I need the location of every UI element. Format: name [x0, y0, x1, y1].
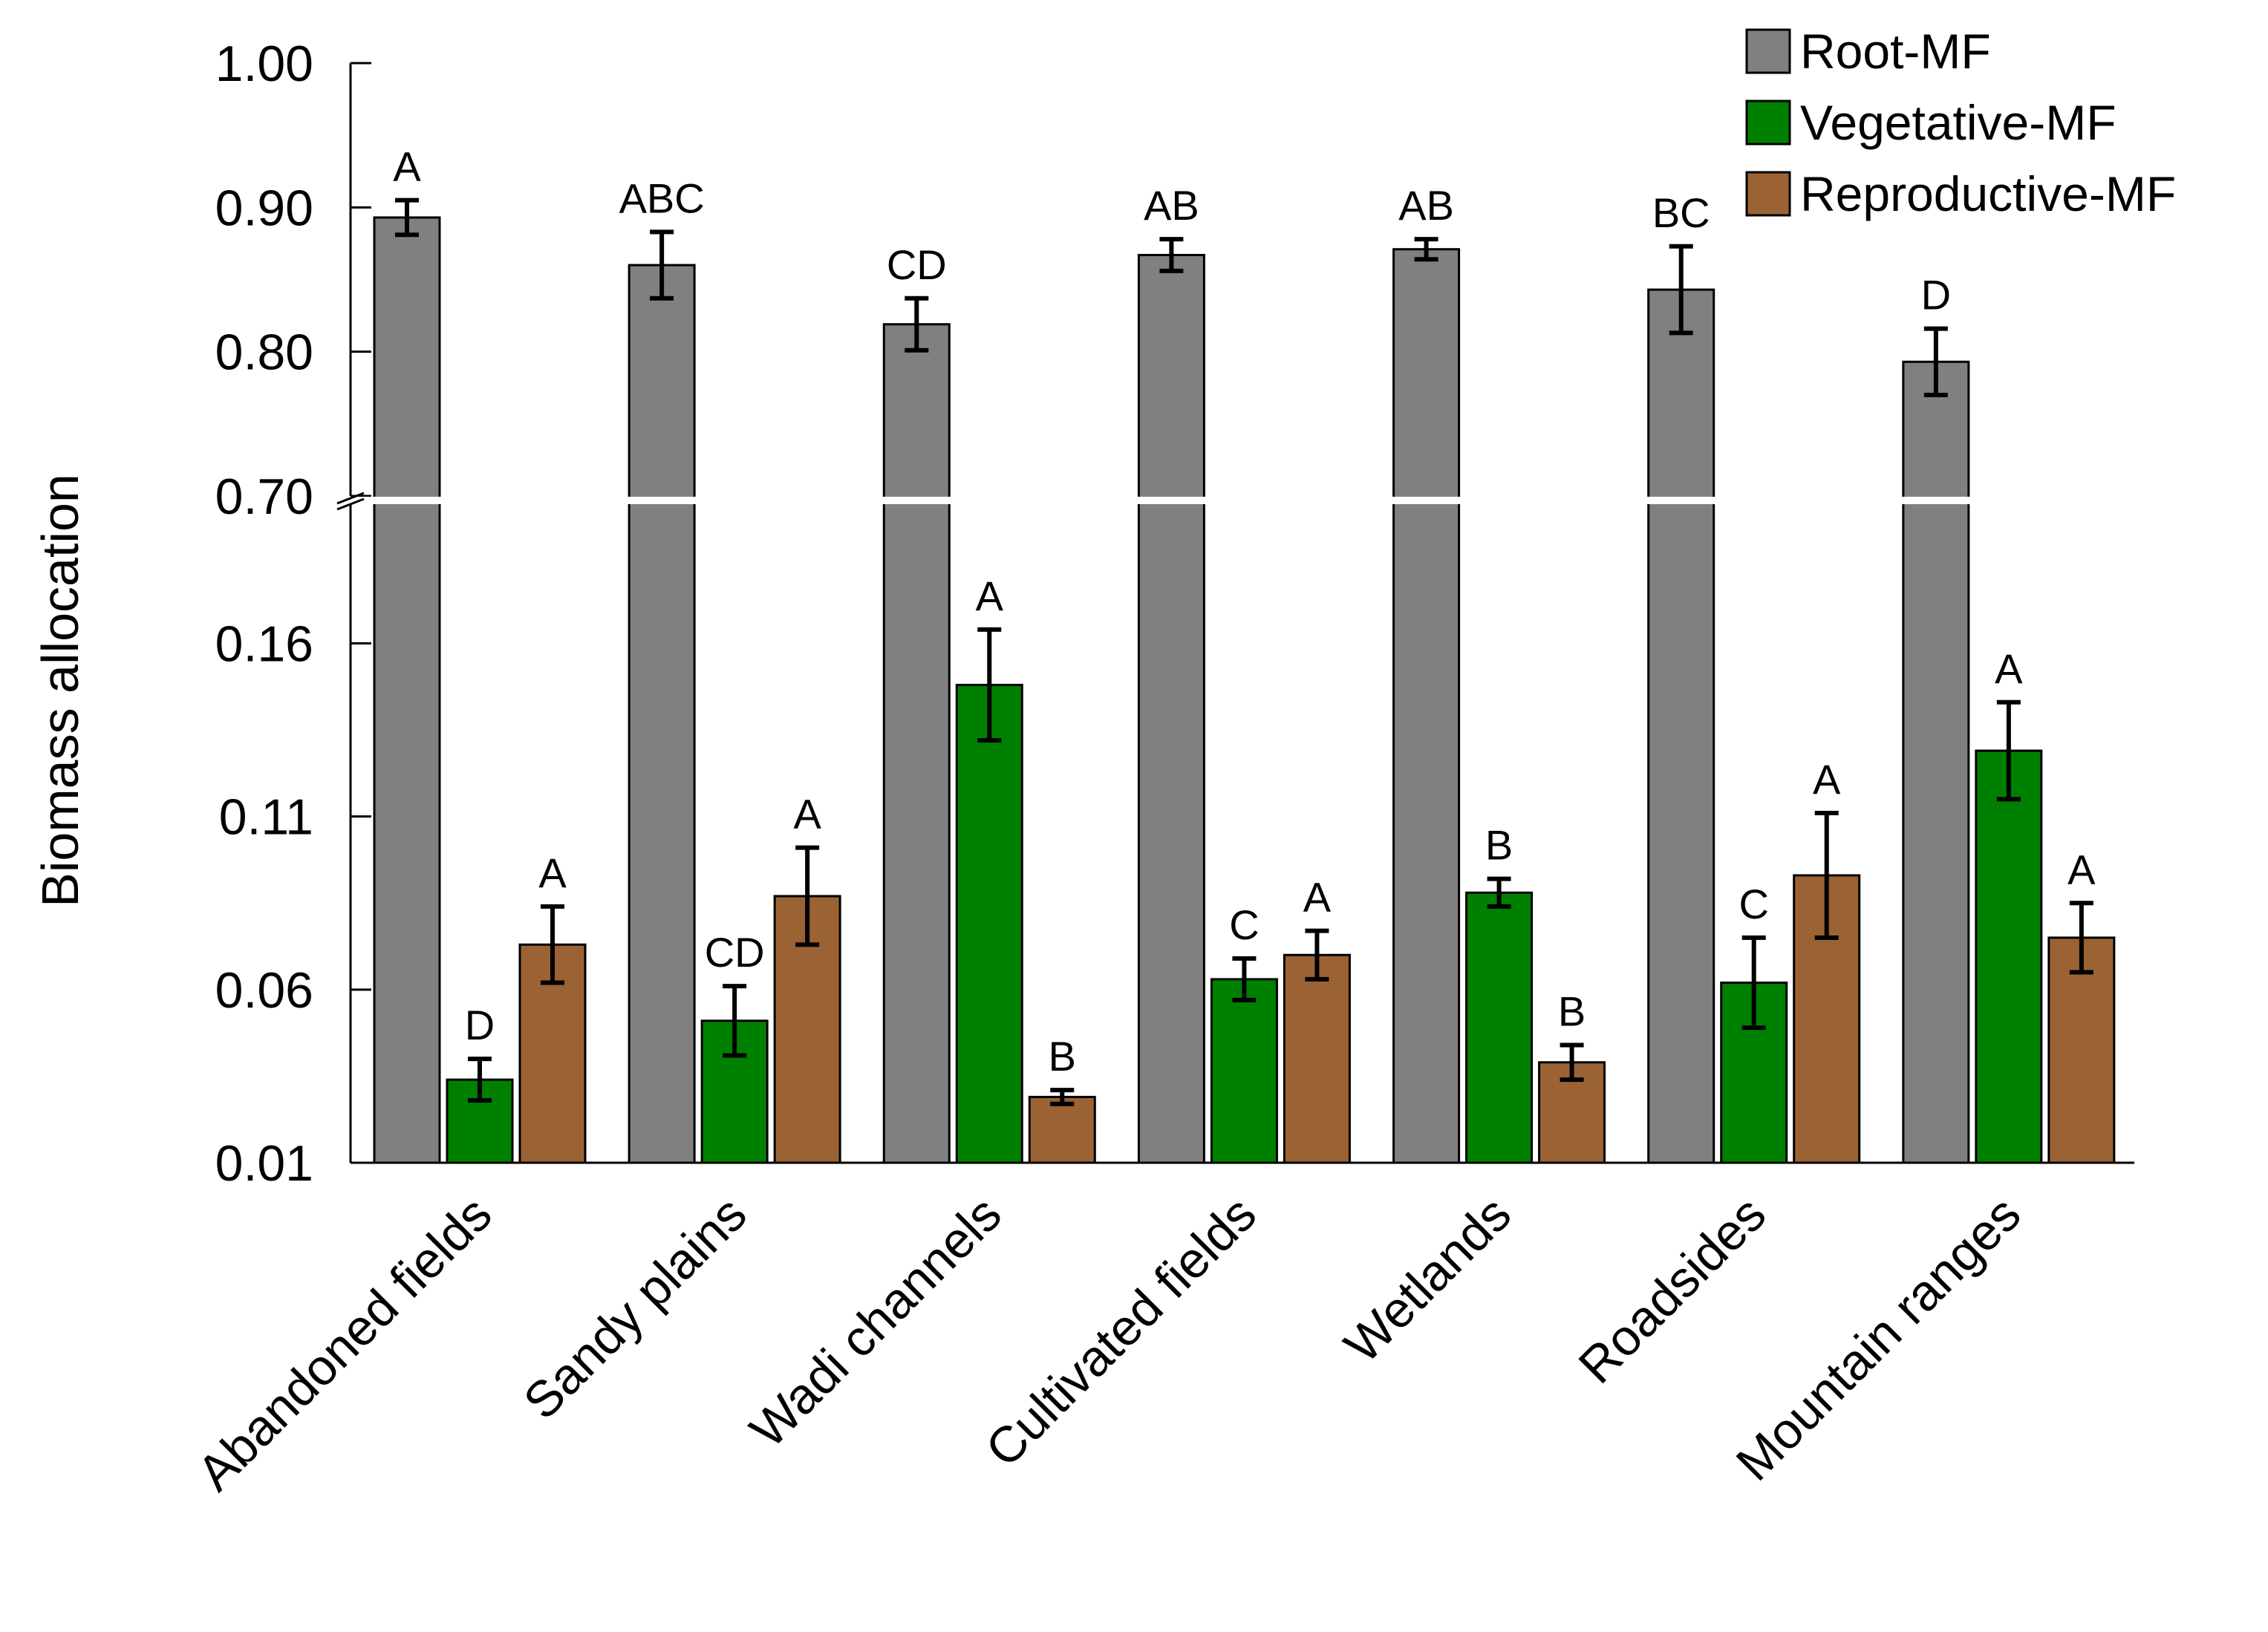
bar-vegetative-mf [1210, 978, 1278, 1164]
y-tick-label: 0.70 [215, 469, 313, 525]
significance-letter: BC [1652, 189, 1710, 236]
category-label: Sandy plains [513, 1186, 757, 1430]
y-tick-label: 0.80 [215, 324, 313, 381]
significance-letter: B [1558, 988, 1586, 1034]
significance-letter: D [1921, 272, 1951, 319]
bar-group: ABC CD A [619, 174, 841, 1164]
bar-reproductive-mf [1283, 953, 1351, 1164]
significance-letter: AB [1398, 182, 1454, 229]
significance-letter: C [1229, 901, 1259, 948]
bar-root-mf [1137, 253, 1205, 1164]
category-label: Roadsides [1568, 1186, 1776, 1394]
bar-group: CD A B [882, 241, 1096, 1164]
legend-swatch [1745, 28, 1791, 74]
significance-letter: AB [1144, 182, 1199, 229]
bar-root-mf [1647, 288, 1715, 1164]
bar-group: A D A [373, 143, 587, 1164]
y-tick-label: 0.06 [215, 962, 313, 1019]
significance-letter: A [2067, 846, 2096, 892]
bar-root-mf [1392, 248, 1461, 1164]
y-tick-label: 0.90 [215, 180, 313, 236]
legend-label: Reproductive-MF [1800, 166, 2176, 221]
significance-letter: CD [887, 241, 947, 288]
bar-group: BC C A [1647, 189, 1861, 1164]
category-label: Wadi channels [740, 1186, 1012, 1458]
bar-vegetative-mf [955, 683, 1023, 1164]
significance-letter: A [1303, 874, 1332, 921]
significance-letter: A [976, 572, 1004, 619]
significance-letter: B [1049, 1033, 1076, 1080]
axes [336, 63, 2136, 1164]
y-tick-label: 0.16 [215, 616, 313, 673]
significance-letter: B [1485, 822, 1513, 869]
significance-letter: A [393, 143, 421, 190]
axis-break-mark [336, 492, 365, 505]
significance-letter: C [1739, 881, 1768, 927]
bar-root-mf [628, 264, 696, 1164]
bar-root-mf [373, 216, 441, 1164]
bar-reproductive-mf [1028, 1095, 1096, 1164]
category-label: Abandoned fields [186, 1186, 502, 1501]
upper-y-ticks: 0.70 0.80 0.90 1.00 [215, 36, 371, 525]
bar-group: D A A [1902, 272, 2116, 1164]
bar-vegetative-mf [1465, 891, 1534, 1164]
category-label: Cultivated fields [975, 1186, 1267, 1478]
legend-swatch [1745, 99, 1791, 146]
significance-letter: A [1813, 756, 1841, 803]
bar-group: AB CA [1137, 182, 1351, 1164]
y-tick-label: 0.11 [219, 789, 313, 846]
y-axis-title: Biomass allocation [31, 474, 89, 907]
significance-letter: CD [705, 929, 765, 976]
category-label: Mountain ranges [1726, 1186, 2032, 1492]
legend-label: Root-MF [1800, 24, 1991, 79]
bar-root-mf [882, 323, 951, 1164]
axis-break-mark [336, 497, 365, 511]
bar-group: AB B B [1392, 182, 1606, 1164]
category-label: Wetlands [1334, 1186, 1522, 1374]
bar-vegetative-mf [1975, 749, 2043, 1164]
significance-letter: ABC [619, 174, 705, 221]
lower-y-ticks: 0.01 0.06 0.11 0.16 [215, 616, 371, 1192]
legend-swatch [1745, 171, 1791, 217]
bar-root-mf [1902, 360, 1970, 1164]
y-tick-label: 0.01 [215, 1135, 313, 1192]
significance-letter: A [793, 791, 821, 838]
significance-letter: A [538, 849, 567, 896]
y-tick-label: 1.00 [215, 36, 313, 92]
axis-break-gap [349, 497, 2136, 504]
legend: Root-MF Vegetative-MF Reproductive-MF [1745, 24, 2176, 221]
significance-letter: D [465, 1002, 495, 1048]
significance-letter: A [1995, 645, 2023, 692]
legend-label: Vegetative-MF [1800, 95, 2117, 150]
